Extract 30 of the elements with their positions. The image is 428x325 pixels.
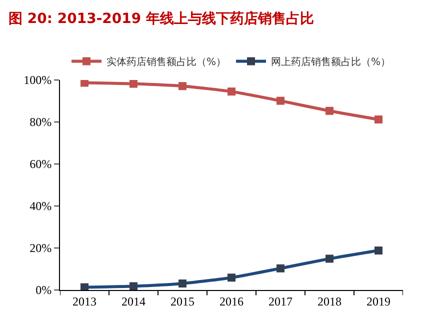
y-tick-label: 20% bbox=[30, 241, 52, 256]
point bbox=[374, 246, 382, 255]
x-tick-label: 2019 bbox=[366, 294, 390, 308]
point bbox=[228, 274, 236, 282]
x-tick-label: 2015 bbox=[170, 294, 194, 308]
y-tick-label: 40% bbox=[30, 199, 52, 214]
x-tick-label: 2018 bbox=[318, 294, 342, 308]
x-tick-label: 2013 bbox=[72, 294, 96, 308]
legend-label: 网上药店销售额占比（%） bbox=[271, 56, 391, 68]
point bbox=[276, 96, 284, 105]
x-tick-label: 2016 bbox=[220, 294, 244, 308]
chart-title: 图 20: 2013-2019 年线上与线下药店销售占比 bbox=[8, 10, 314, 27]
point bbox=[326, 254, 334, 263]
y-tick-label: 100% bbox=[24, 73, 52, 88]
y-tick-label: 60% bbox=[30, 157, 52, 172]
x-tick-label: 2014 bbox=[122, 294, 146, 308]
point bbox=[276, 264, 284, 272]
point bbox=[326, 106, 334, 115]
point bbox=[80, 283, 88, 290]
point bbox=[178, 279, 186, 288]
legend-label: 实体药店销售额占比（%） bbox=[106, 56, 226, 68]
y-tick-label: 80% bbox=[30, 115, 52, 130]
point bbox=[130, 282, 138, 290]
y-tick-label: 0% bbox=[36, 283, 52, 298]
point bbox=[228, 88, 236, 96]
point bbox=[374, 115, 382, 124]
point bbox=[130, 80, 138, 88]
point bbox=[80, 80, 88, 87]
point bbox=[178, 82, 186, 90]
x-tick-label: 2017 bbox=[268, 294, 292, 308]
